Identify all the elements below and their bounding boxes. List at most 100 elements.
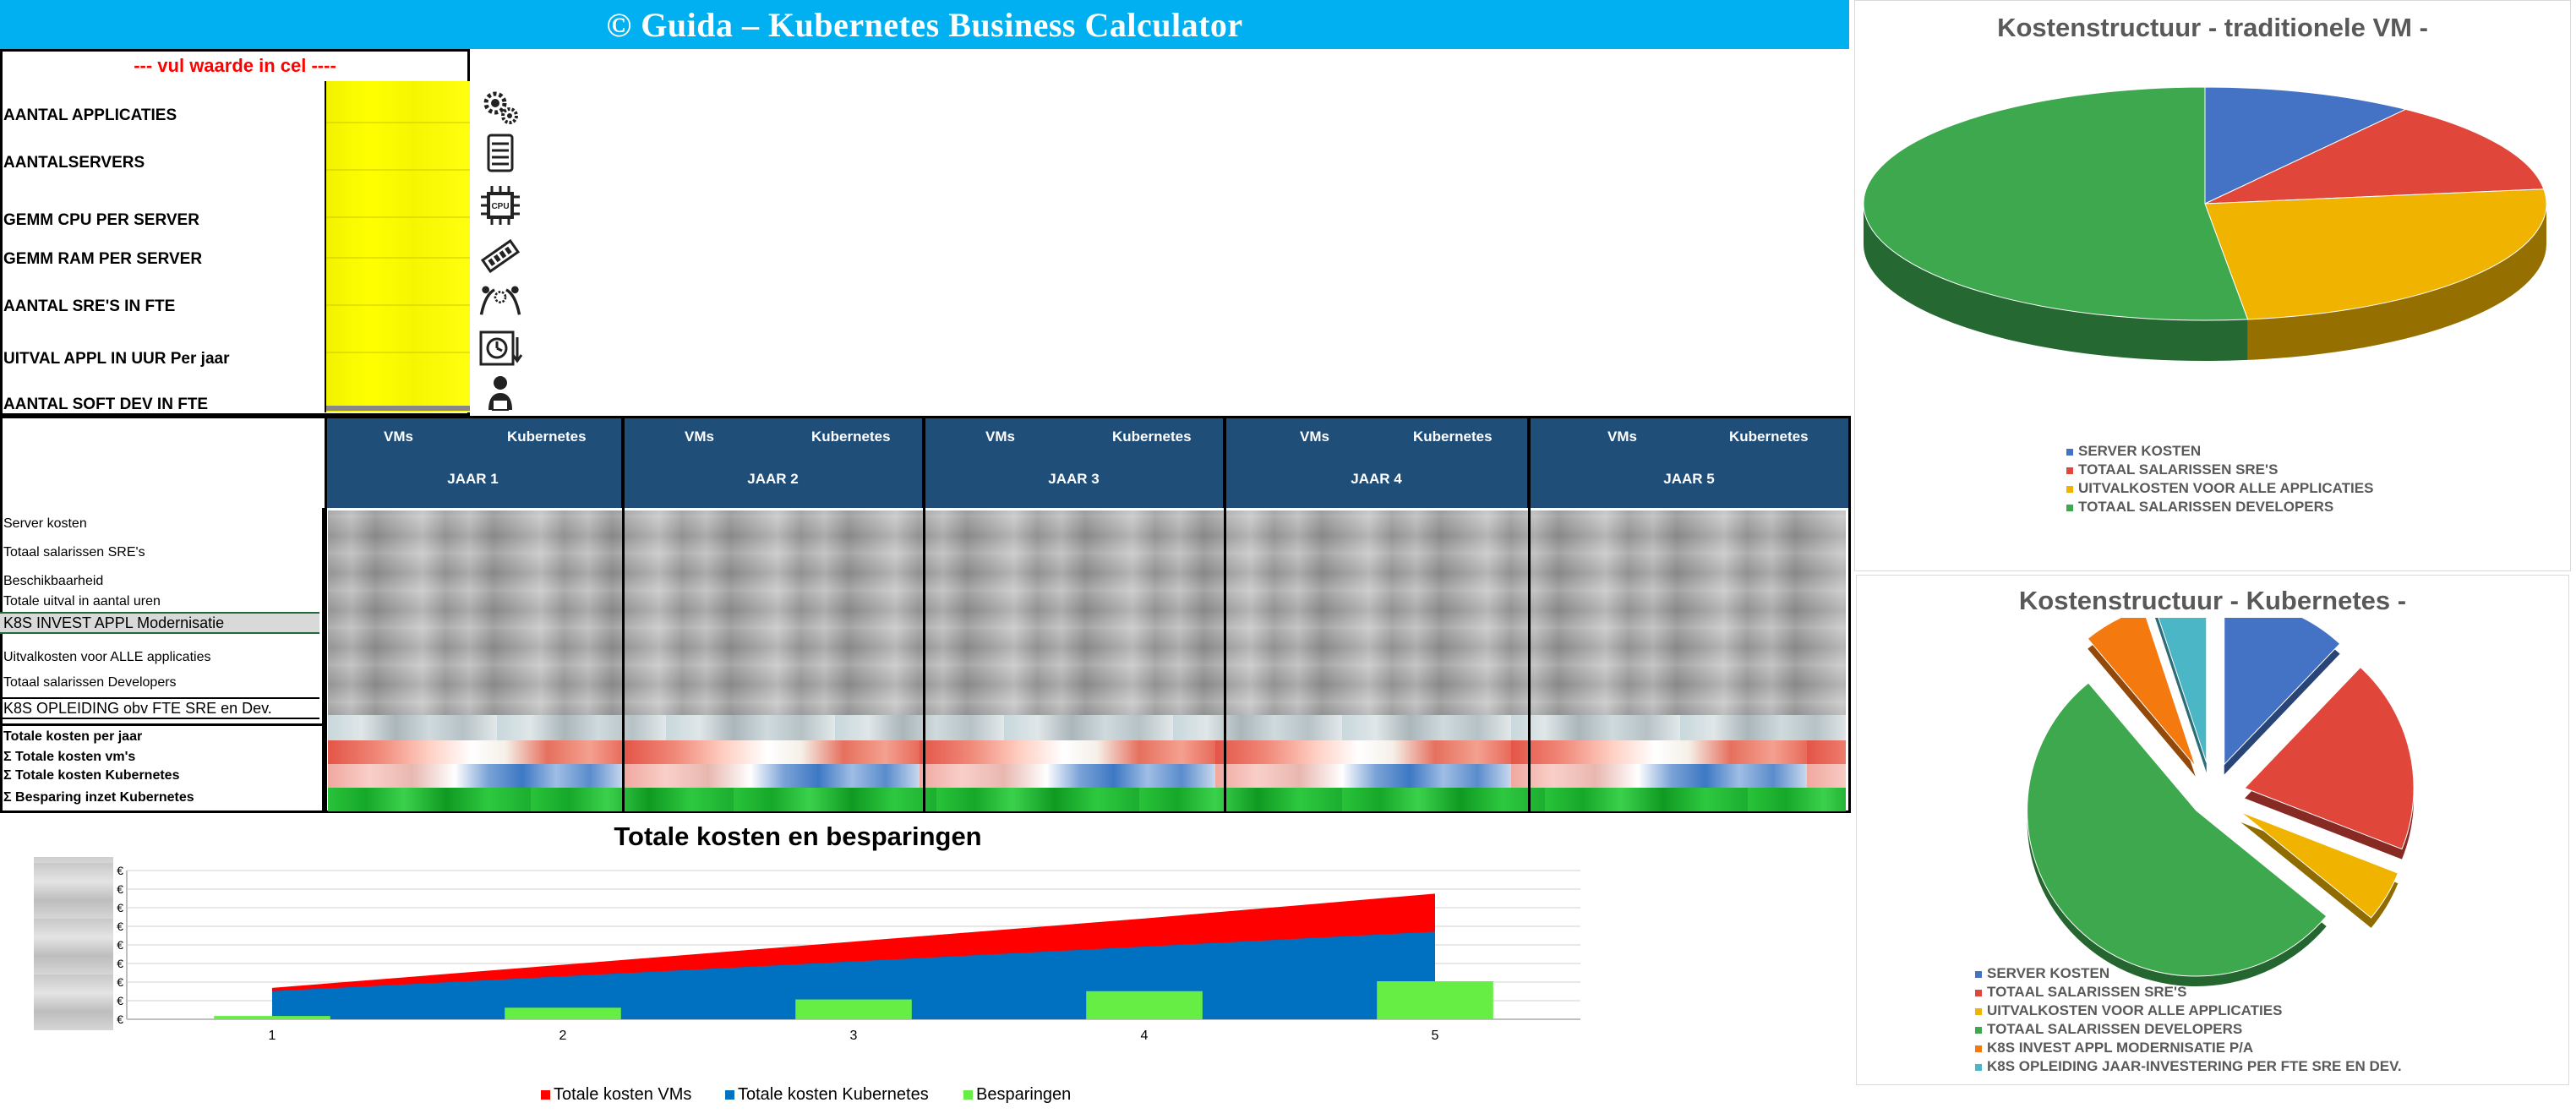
y-tick-label: € <box>117 975 123 989</box>
col-kubernetes: Kubernetes <box>1112 428 1192 445</box>
legend-label: TOTAAL SALARISSEN DEVELOPERS <box>2078 499 2334 515</box>
bar <box>1377 981 1493 1019</box>
row-label: Server kosten <box>3 516 87 531</box>
col-vms: VMs <box>384 428 413 445</box>
values-row-total-vm <box>328 740 1846 764</box>
pie-slice <box>2244 666 2415 850</box>
row-label: Σ Besparing inzet Kubernetes <box>3 790 194 805</box>
legend-swatch <box>541 1090 550 1100</box>
col-vms: VMs <box>1300 428 1329 445</box>
legend-swatch <box>2066 504 2073 511</box>
y-tick-label: € <box>117 882 123 896</box>
row-label: Totale uitval in aantal uren <box>3 594 161 609</box>
legend-swatch <box>963 1090 973 1100</box>
input-label-developers: AANTAL SOFT DEV IN FTE <box>3 396 209 413</box>
legend-item: UITVALKOSTEN VOOR ALLE APPLICATIES <box>1975 1002 2402 1020</box>
chart-title: Kostenstructuur - Kubernetes - <box>2018 586 2407 615</box>
legend-swatch <box>2066 485 2073 493</box>
pie-slice-side <box>1864 204 2248 361</box>
legend-label: Totale kosten Kubernetes <box>738 1085 929 1104</box>
pie-slice <box>2158 618 2208 763</box>
col-kubernetes: Kubernetes <box>1413 428 1493 445</box>
legend-label: SERVER KOSTEN <box>2078 443 2202 459</box>
row-label-highlight: K8S INVEST APPL Modernisatie <box>0 612 319 634</box>
area-chart-plot: € € € € € € € € €1 2 3 4 5 <box>117 864 1580 1043</box>
input-label-servers: AANTALSERVERS <box>3 154 145 172</box>
row-label: Totaal salarissen SRE's <box>3 545 145 560</box>
col-vms: VMs <box>985 428 1015 445</box>
year-header-2: VMs Kubernetes JAAR 2 <box>624 418 925 508</box>
app-title: © Guida – Kubernetes Business Calculator <box>0 0 1849 49</box>
cpu-icon-label: CPU <box>491 202 509 211</box>
y-tick-label: € <box>117 938 123 952</box>
input-label-applications: AANTAL APPLICATIES <box>3 106 177 124</box>
x-tick-label: 4 <box>1141 1029 1149 1043</box>
bar <box>1086 991 1203 1019</box>
legend-label: UITVALKOSTEN VOOR ALLE APPLICATIES <box>2078 480 2374 496</box>
server-icon <box>478 132 522 174</box>
y-axis-values-masked <box>34 857 113 1030</box>
pie-chart-vm-plot <box>1863 86 2547 361</box>
pie-slice-side <box>2247 204 2546 360</box>
pie-slice <box>2204 108 2545 205</box>
pie-slice <box>2204 86 2407 205</box>
x-tick-label: 1 <box>269 1029 276 1043</box>
legend-swatch <box>1975 1026 1982 1034</box>
legend-swatch <box>1975 1007 1982 1015</box>
y-tick-label: € <box>117 994 123 1007</box>
y-tick-label: € <box>117 920 123 933</box>
y-tick-label: € <box>117 901 123 914</box>
row-label: Uitvalkosten voor ALLE applicaties <box>3 650 211 664</box>
legend-item: TOTAAL SALARISSEN DEVELOPERS <box>2066 498 2373 516</box>
input-hint: --- vul waarde in cel ---- <box>134 55 336 76</box>
year-header-band: VMs Kubernetes JAAR 1 VMs Kubernetes JAA… <box>325 418 1848 508</box>
year-label: JAAR 3 <box>1048 471 1100 487</box>
row-label: Σ Totale kosten vm's <box>3 750 136 764</box>
year-label: JAAR 1 <box>447 471 499 487</box>
row-label: Totale kosten per jaar <box>3 729 143 744</box>
pie-chart-kubernetes: Kostenstructuur - Kubernetes - SERVER KO… <box>1856 575 2569 1085</box>
team-icon <box>478 279 522 321</box>
legend-label: K8S INVEST APPL MODERNISATIE P/A <box>1987 1040 2254 1056</box>
pie-legend-kubernetes: SERVER KOSTEN TOTAAL SALARISSEN SRE'S UITV… <box>1975 964 2402 1076</box>
pie-slice <box>1863 86 2249 321</box>
col-vms: VMs <box>1607 428 1637 445</box>
legend-item: K8S INVEST APPL MODERNISATIE P/A <box>1975 1039 2402 1057</box>
col-kubernetes: Kubernetes <box>1729 428 1809 445</box>
col-vms: VMs <box>685 428 714 445</box>
input-label-ram: GEMM RAM PER SERVER <box>3 250 203 268</box>
legend-swatch <box>725 1090 734 1100</box>
col-kubernetes: Kubernetes <box>811 428 891 445</box>
pie-slice <box>2204 188 2547 320</box>
pie-chart-kubernetes-plot <box>2027 618 2415 987</box>
y-tick-label: € <box>117 1013 123 1026</box>
row-labels: Server kosten Totaal salarissen SRE's Be… <box>0 508 325 811</box>
pie-legend-vm: SERVER KOSTEN TOTAAL SALARISSEN SRE'S UITV… <box>2066 442 2373 516</box>
legend-item: SERVER KOSTEN <box>1975 964 2402 983</box>
year-header-4: VMs Kubernetes JAAR 4 <box>1225 418 1530 508</box>
row-label: Σ Totale kosten Kubernetes <box>3 768 180 783</box>
legend-item: TOTAAL SALARISSEN SRE'S <box>1975 983 2402 1002</box>
legend-label: TOTAAL SALARISSEN SRE'S <box>2078 461 2279 478</box>
input-cells[interactable] <box>325 81 470 412</box>
legend-item: UITVALKOSTEN VOOR ALLE APPLICATIES <box>2066 479 2373 498</box>
ram-icon <box>478 235 522 277</box>
legend-label: K8S OPLEIDING JAAR-INVESTERING PER FTE S… <box>1987 1058 2402 1074</box>
legend-swatch <box>2066 448 2073 456</box>
y-tick-label: € <box>117 864 123 877</box>
year-label: JAAR 5 <box>1663 471 1715 487</box>
chart-title: Totale kosten en besparingen <box>614 822 982 851</box>
col-kubernetes: Kubernetes <box>507 428 587 445</box>
chart-title: Kostenstructuur - traditionele VM - <box>1997 13 2428 42</box>
legend-item: K8S OPLEIDING JAAR-INVESTERING PER FTE S… <box>1975 1057 2402 1076</box>
legend-label: TOTAAL SALARISSEN DEVELOPERS <box>1987 1021 2243 1037</box>
pie-slice <box>2087 618 2197 767</box>
bar <box>214 1016 330 1019</box>
row-label: Beschikbaarheid <box>3 574 104 588</box>
input-label-sre: AANTAL SRE'S IN FTE <box>3 297 176 315</box>
developer-icon <box>478 372 522 414</box>
values-row-total-k8s <box>328 764 1846 788</box>
pie-slice <box>2224 618 2341 766</box>
legend-swatch <box>2066 467 2073 474</box>
legend-item: Besparingen <box>963 1085 1071 1105</box>
